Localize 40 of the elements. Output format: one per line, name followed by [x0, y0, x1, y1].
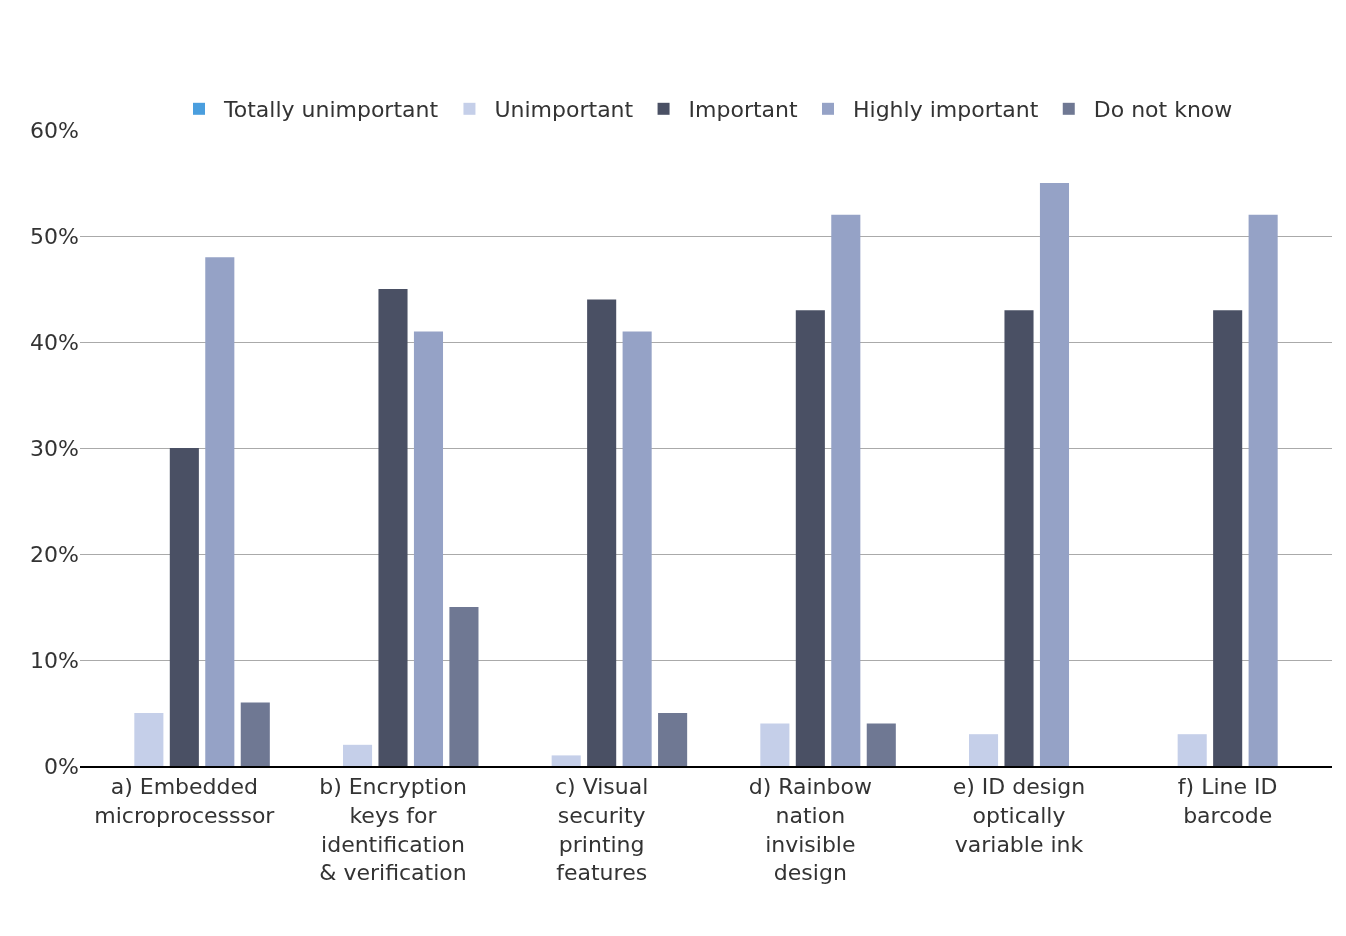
bar: [1004, 310, 1034, 766]
legend-label: Unimportant: [494, 97, 634, 123]
bar: [342, 744, 373, 766]
bar: [622, 331, 652, 766]
y-tick-label: 0%: [44, 753, 79, 779]
bar: [378, 289, 408, 766]
bar: [1177, 734, 1207, 766]
bar: [240, 702, 270, 766]
y-tick-label: 30%: [30, 435, 79, 461]
bar: [134, 713, 164, 766]
bar: [1039, 183, 1070, 766]
x-tick-label: c) Visual security printing features: [554, 774, 649, 886]
x-tick-label: e) ID design optically variable ink: [952, 774, 1086, 857]
y-tick-label: 20%: [30, 541, 79, 567]
bar: [831, 214, 861, 766]
legend-label: Highly important: [853, 97, 1039, 123]
bar: [795, 310, 825, 766]
bar: [1248, 214, 1278, 766]
bar: [413, 331, 444, 766]
y-tick-label: 50%: [30, 223, 79, 249]
y-tick-label: 40%: [30, 329, 79, 355]
bar: [205, 257, 235, 766]
bar: [587, 299, 617, 766]
bar: [968, 734, 999, 766]
x-tick-label: f) Line ID barcode: [1177, 774, 1278, 828]
x-tick-label: a) Embedded microprocesssor: [94, 774, 276, 828]
y-tick-label: 10%: [30, 647, 79, 673]
bar: [658, 713, 688, 766]
legend-label: Totally unimportant: [223, 97, 439, 123]
bar: [1213, 310, 1243, 766]
x-tick-label: d) Rainbow nation invisible design: [748, 774, 872, 886]
bar: [760, 723, 790, 766]
bar: [551, 755, 581, 766]
legend-label: Important: [688, 97, 798, 123]
y-tick-label: 60%: [30, 117, 79, 143]
bar: [169, 448, 199, 766]
bar: [449, 607, 479, 766]
x-tick-label: b) Encryption keys for identification & verification: [319, 774, 467, 886]
bar: [866, 723, 896, 766]
legend-label: Do not know: [1093, 97, 1233, 123]
